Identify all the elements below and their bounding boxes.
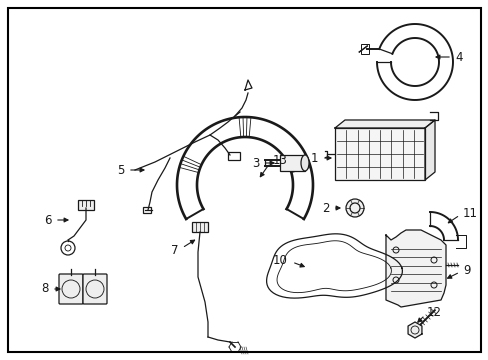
Text: 4: 4 [454, 50, 462, 63]
Bar [280, 155, 305, 171]
Text: 2: 2 [322, 202, 329, 215]
Bar [361, 44, 368, 54]
Polygon shape [385, 230, 445, 307]
Ellipse shape [301, 155, 308, 171]
Text: 12: 12 [426, 306, 441, 319]
Bar [78, 200, 94, 210]
Text: 8: 8 [41, 283, 49, 296]
Text: 13: 13 [272, 153, 287, 166]
Text: 1: 1 [310, 152, 317, 165]
Text: 3: 3 [252, 157, 260, 170]
Bar [227, 152, 240, 160]
Polygon shape [407, 322, 421, 338]
Text: 7: 7 [170, 243, 178, 257]
Text: 9: 9 [462, 264, 469, 276]
Text: 6: 6 [44, 213, 52, 226]
Bar [142, 207, 151, 213]
Polygon shape [424, 120, 434, 180]
Bar [192, 222, 207, 232]
FancyBboxPatch shape [59, 274, 83, 304]
Text: 10: 10 [273, 253, 287, 266]
Text: 11: 11 [462, 207, 477, 220]
Bar [334, 128, 424, 180]
Circle shape [346, 199, 363, 217]
FancyBboxPatch shape [83, 274, 107, 304]
Text: 5: 5 [118, 163, 125, 176]
Polygon shape [334, 120, 434, 128]
